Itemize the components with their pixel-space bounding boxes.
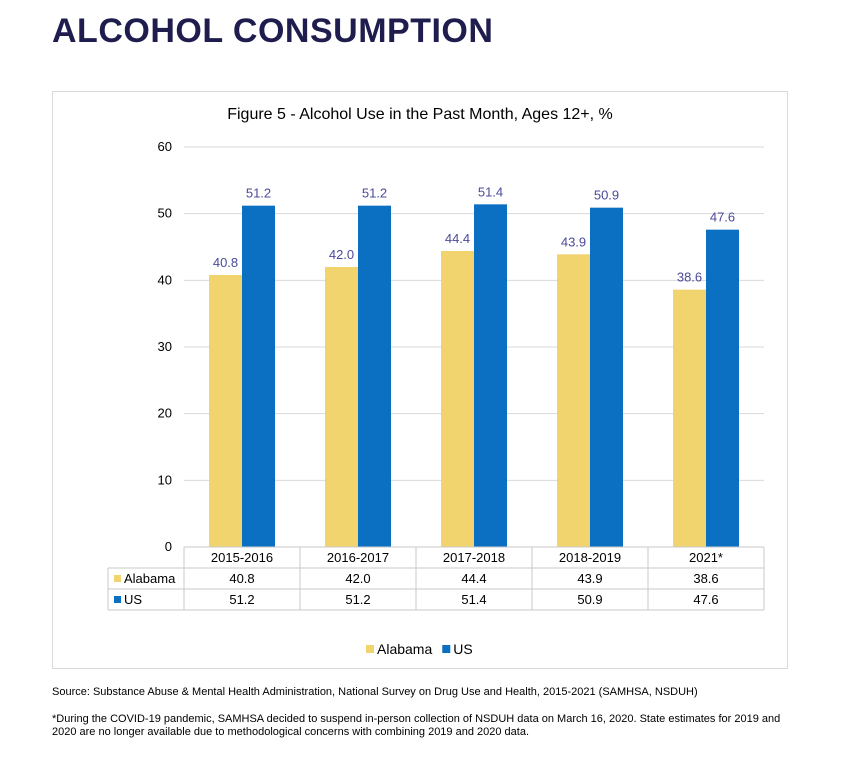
y-tick-label: 30 <box>158 339 172 354</box>
chart-frame <box>52 91 788 669</box>
legend-swatch-us <box>442 645 451 653</box>
data-label: 51.4 <box>478 184 503 199</box>
table-header-category: 2017-2018 <box>443 550 505 565</box>
table-header-category: 2018-2019 <box>559 550 621 565</box>
table-header-category: 2016-2017 <box>327 550 389 565</box>
y-tick-label: 60 <box>158 139 172 154</box>
bar-us-3 <box>474 204 507 548</box>
bar-alabama-3 <box>441 251 474 547</box>
table-cell: 43.9 <box>577 571 602 586</box>
footnote: *During the COVID-19 pandemic, SAMHSA de… <box>52 713 781 738</box>
legend-swatch-alabama <box>366 645 374 653</box>
data-label: 43.9 <box>561 234 586 249</box>
data-label: 40.8 <box>213 255 238 270</box>
table-cell: 51.2 <box>229 592 254 607</box>
y-tick-label: 0 <box>165 539 172 554</box>
bar-us-1 <box>242 205 275 547</box>
bar-us-4 <box>590 207 623 547</box>
bar-alabama-5 <box>673 289 706 547</box>
bar-alabama-2 <box>325 267 358 547</box>
y-tick-label: 50 <box>158 206 172 221</box>
table-cell: 50.9 <box>577 592 602 607</box>
data-label: 50.9 <box>594 188 619 203</box>
bar-chart: Figure 5 - Alcohol Use in the Past Month… <box>107 106 765 657</box>
table-cell: 44.4 <box>461 571 486 586</box>
table-header-category: 2021* <box>689 550 723 565</box>
bar-us-2 <box>358 205 391 547</box>
table-legend-key-alabama <box>114 575 121 582</box>
table-row-label: US <box>124 592 142 607</box>
data-label: 51.2 <box>362 186 387 201</box>
data-label: 44.4 <box>445 231 470 246</box>
y-tick-label: 20 <box>158 406 172 421</box>
table-header-category: 2015-2016 <box>211 550 273 565</box>
source-note: Source: Substance Abuse & Mental Health … <box>52 686 698 698</box>
table-cell: 47.6 <box>693 592 718 607</box>
table-cell: 51.2 <box>345 592 370 607</box>
data-label: 38.6 <box>677 270 702 285</box>
bar-alabama-1 <box>209 275 242 547</box>
table-row-label: Alabama <box>124 571 176 586</box>
table-cell: 51.4 <box>461 592 486 607</box>
bar-us-5 <box>706 229 739 547</box>
data-label: 47.6 <box>710 210 735 225</box>
legend-label: Alabama <box>377 641 432 657</box>
table-cell: 40.8 <box>229 571 254 586</box>
data-label: 42.0 <box>329 247 354 262</box>
table-cell: 42.0 <box>345 571 370 586</box>
bar-alabama-4 <box>557 254 590 548</box>
page-title: ALCOHOL CONSUMPTION <box>52 12 494 50</box>
table-cell: 38.6 <box>693 571 718 586</box>
data-label: 51.2 <box>246 186 271 201</box>
table-legend-key-us <box>114 596 121 603</box>
chart-title: Figure 5 - Alcohol Use in the Past Month… <box>227 106 613 123</box>
legend-label: US <box>453 641 472 657</box>
y-tick-label: 40 <box>158 272 172 287</box>
y-tick-label: 10 <box>158 472 172 487</box>
